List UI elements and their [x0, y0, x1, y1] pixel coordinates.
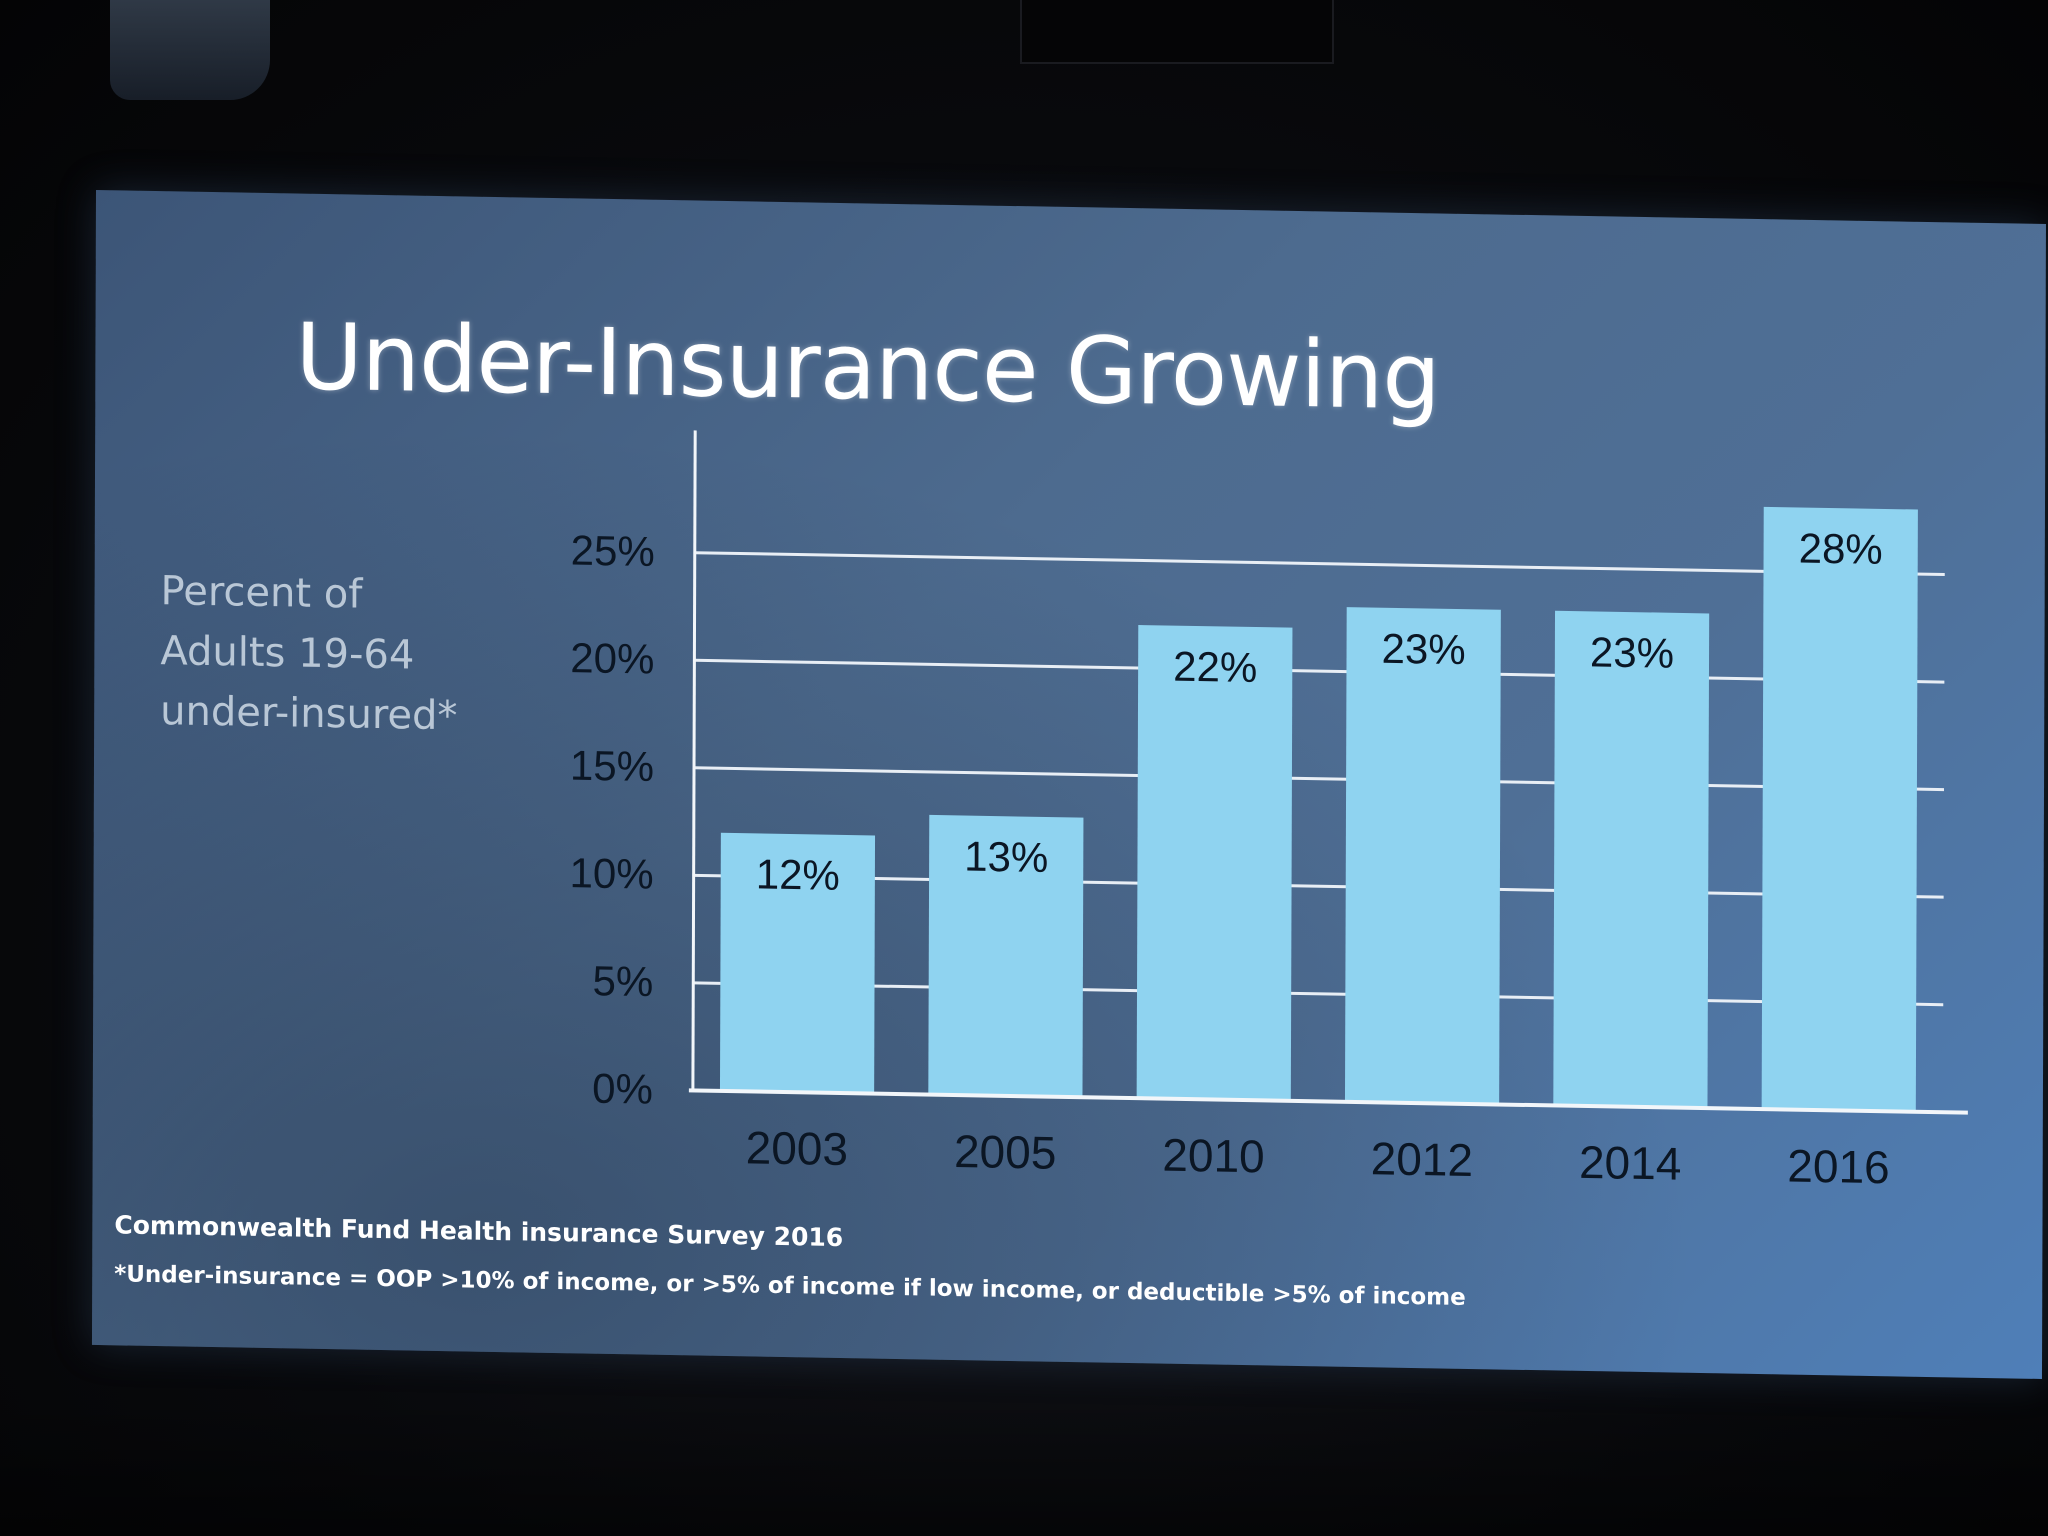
- labels: 0% 5% 10% 15% 20% 25% 12% 2003 13% 2005 22% 2010 23%…: [570, 524, 1890, 1194]
- data-label-2014: 23%: [1590, 628, 1674, 676]
- definition-note: *Under-insurance = OOP >10% of income, o…: [114, 1261, 1466, 1311]
- x-tick-label-2012: 2012: [1371, 1132, 1474, 1186]
- projected-slide: Under-Insurance Growing Percent of Adult…: [91, 190, 2046, 1379]
- foreground-object: [110, 0, 270, 100]
- bars: [719, 506, 1918, 1112]
- gridline-25: [694, 551, 1945, 577]
- gridline-10: [693, 873, 1944, 899]
- bar-2014: [1553, 610, 1710, 1109]
- x-tick-label-2005: 2005: [954, 1125, 1057, 1179]
- gridline-15: [694, 766, 1945, 792]
- y-tick-label: 20%: [570, 634, 654, 682]
- x-tick-label-2003: 2003: [746, 1121, 849, 1175]
- x-tick-label-2010: 2010: [1162, 1129, 1265, 1183]
- gridlines: [693, 551, 1945, 1007]
- data-label-2012: 23%: [1382, 625, 1466, 673]
- gridline-5: [693, 981, 1944, 1007]
- bar-2012: [1344, 607, 1501, 1105]
- data-label-2003: 12%: [756, 850, 840, 898]
- bar-2010: [1136, 624, 1293, 1101]
- y-axis-line: [691, 430, 697, 1091]
- x-tick-label-2014: 2014: [1579, 1136, 1682, 1190]
- y-tick-label: 5%: [592, 957, 653, 1005]
- y-tick-label: 25%: [571, 527, 655, 575]
- ceiling-fixture: [1020, 0, 1334, 64]
- y-tick-label: 0%: [592, 1065, 653, 1113]
- y-tick-label: 15%: [570, 742, 654, 790]
- x-tick-label-2016: 2016: [1787, 1140, 1890, 1194]
- bar-2003: [719, 832, 876, 1094]
- data-label-2010: 22%: [1173, 643, 1257, 691]
- gridline-20: [694, 658, 1945, 684]
- bar-2005: [928, 814, 1084, 1098]
- data-label-2005: 13%: [964, 833, 1048, 881]
- footnotes: Commonwealth Fund Health insurance Surve…: [114, 1210, 1466, 1311]
- bar-2016: [1761, 506, 1918, 1112]
- data-label-2016: 28%: [1799, 524, 1883, 572]
- foreground-shadow: [0, 1400, 2048, 1536]
- y-tick-label: 10%: [570, 849, 654, 897]
- x-axis-line: [688, 1088, 1968, 1115]
- source-note: Commonwealth Fund Health insurance Surve…: [114, 1210, 844, 1253]
- bar-chart: 0% 5% 10% 15% 20% 25% 12% 2003 13% 2005 22% 2010 23%…: [570, 430, 1968, 1194]
- axes: [688, 430, 1968, 1115]
